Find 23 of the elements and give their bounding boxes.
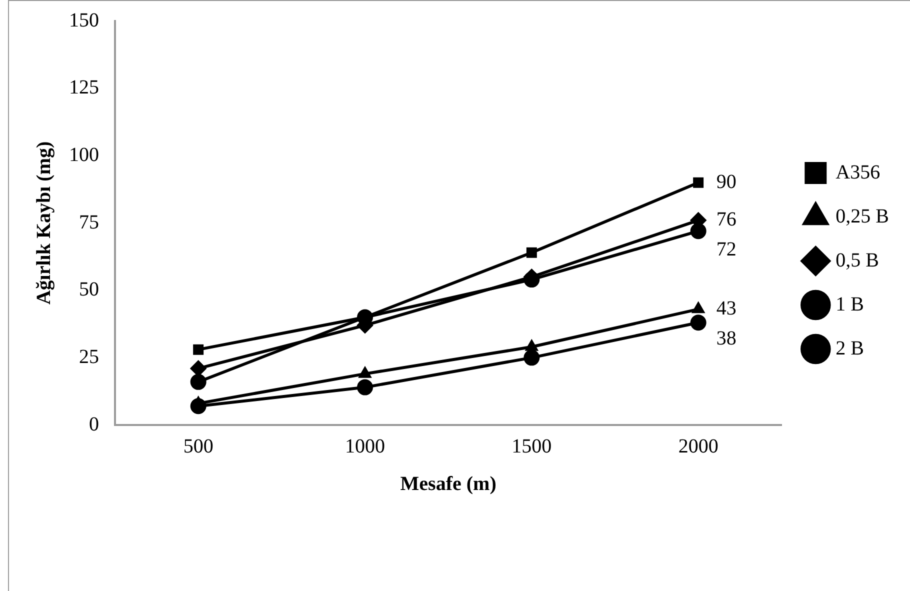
legend-label: 0,25 B xyxy=(836,205,890,228)
y-tick-label: 50 xyxy=(79,278,99,301)
x-tick-label: 2000 xyxy=(678,435,718,458)
data-label: 43 xyxy=(716,297,736,320)
y-tick-label: 100 xyxy=(69,144,99,166)
data-label: 72 xyxy=(716,238,736,261)
legend-label: 2 B xyxy=(836,337,864,360)
x-tick-label: 1500 xyxy=(512,435,552,458)
data-label: 90 xyxy=(716,170,736,193)
legend-label: 0,5 B xyxy=(836,249,880,272)
y-tick-label: 150 xyxy=(69,9,99,32)
x-tick-label: 500 xyxy=(183,435,214,458)
y-tick-label: 25 xyxy=(79,346,99,368)
x-axis-title: Mesafe (m) xyxy=(400,473,496,496)
legend-label: A356 xyxy=(836,161,880,184)
x-tick-label: 1000 xyxy=(345,435,385,458)
y-tick-label: 0 xyxy=(89,413,99,436)
y-tick-label: 75 xyxy=(79,211,99,234)
y-tick-label: 125 xyxy=(69,76,99,99)
y-axis-title: Ağırlık Kaybı (mg) xyxy=(33,141,56,305)
data-label: 76 xyxy=(716,208,736,231)
legend-label: 1 B xyxy=(836,293,864,316)
data-label: 38 xyxy=(716,327,736,350)
